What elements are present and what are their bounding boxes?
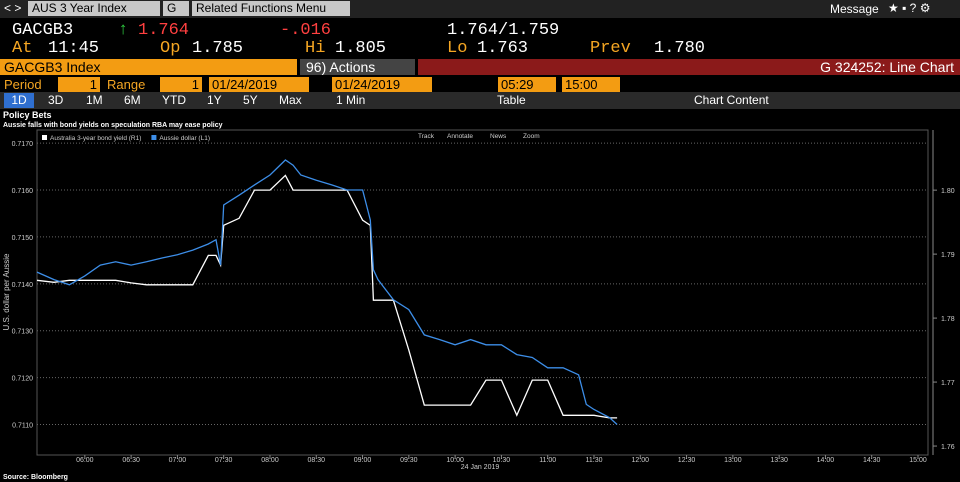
x-tick-label: 12:00	[632, 457, 650, 464]
y2-tick-label: 1.76	[941, 444, 955, 451]
x-tick-label: 13:00	[724, 457, 742, 464]
message[interactable]: Message	[830, 2, 879, 16]
button[interactable]: 6M	[124, 93, 141, 107]
chart-tool: Track	[418, 133, 435, 140]
y2-tick-label: 1.78	[941, 316, 955, 323]
x-tick-label: 15:00	[909, 457, 927, 464]
x-axis-label: 24 Jan 2019	[461, 464, 500, 471]
button[interactable]: 1D	[4, 93, 34, 108]
period-label: Period	[4, 77, 42, 92]
button[interactable]: 1M	[86, 93, 103, 107]
x-tick-label: 07:00	[169, 457, 187, 464]
button[interactable]: 1 Min	[336, 93, 366, 107]
security-field[interactable]: AUS 3 Year Index	[28, 1, 160, 16]
y2-tick-label: 1.79	[941, 252, 955, 259]
chart-tool: News	[490, 133, 507, 140]
button[interactable]: 5Y	[243, 93, 258, 107]
legend-swatch	[151, 135, 157, 140]
change: -.016	[280, 21, 332, 40]
low-label: Lo	[447, 39, 468, 58]
x-tick-label: 11:30	[585, 457, 602, 464]
prev: 1.780	[654, 39, 706, 58]
x-tick-label: 06:00	[76, 457, 94, 464]
y-tick-label: 0.7160	[12, 188, 34, 195]
x-tick-label: 07:30	[215, 457, 233, 464]
prev-label: Prev	[590, 39, 631, 58]
bid-ask: 1.764/1.759	[447, 21, 560, 40]
high: 1.805	[335, 39, 387, 58]
x-tick-label: 08:30	[308, 457, 326, 464]
chart-title: Policy Bets	[3, 110, 52, 120]
button[interactable]: Max	[279, 93, 302, 107]
source-field[interactable]: G	[163, 1, 189, 16]
last: 1.764	[138, 21, 190, 40]
high-label: Hi	[305, 39, 326, 58]
x-tick-label: 06:30	[122, 457, 140, 464]
button[interactable]: YTD	[162, 93, 186, 107]
y2-tick-label: 1.80	[941, 188, 955, 195]
chart-tool: Annotate	[447, 133, 473, 140]
y-tick-label: 0.7140	[12, 282, 34, 289]
y2-tick-label: 1.77	[941, 380, 955, 387]
series-line	[36, 174, 618, 419]
at: 11:45	[48, 39, 100, 58]
y-axis-label: U.S. dollar per Aussie	[2, 253, 11, 330]
x-tick-label: 14:00	[817, 457, 835, 464]
end-time[interactable]: 15:00	[562, 77, 620, 92]
y-tick-label: 0.7130	[12, 329, 34, 336]
range[interactable]: 1	[160, 77, 202, 92]
x-tick-label: 14:30	[863, 457, 881, 464]
y-tick-label: 0.7120	[12, 376, 34, 383]
actions[interactable]: 96) Actions	[300, 59, 415, 75]
low: 1.763	[477, 39, 529, 58]
period[interactable]: 1	[58, 77, 100, 92]
button[interactable]: 1Y	[207, 93, 222, 107]
button[interactable]: Table	[497, 93, 526, 107]
range-label: Range	[107, 77, 146, 92]
nav-arrows[interactable]: < >	[4, 1, 22, 15]
button-bar	[0, 92, 960, 109]
up-arrow: ↑	[118, 21, 129, 40]
series-line	[36, 159, 618, 425]
x-tick-label: 11:00	[539, 457, 556, 464]
y-tick-label: 0.7110	[12, 423, 33, 430]
chart-tool: Zoom	[523, 133, 540, 140]
y-tick-label: 0.7150	[12, 235, 34, 242]
x-tick-label: 09:00	[354, 457, 372, 464]
end-date[interactable]: 01/24/2019	[332, 77, 432, 92]
legend-swatch	[42, 135, 47, 140]
button[interactable]: 3D	[48, 93, 64, 107]
legend-label: Aussie dollar (L1)	[159, 135, 210, 142]
at-label: At	[12, 39, 33, 58]
x-tick-label: 13:30	[770, 457, 788, 464]
legend-label: Australia 3-year bond yield (R1)	[50, 135, 141, 142]
y-tick-label: 0.7170	[12, 141, 34, 148]
x-tick-label: 08:00	[261, 457, 279, 464]
open-label: Op	[160, 39, 181, 58]
icons[interactable]: ★ ▪ ? ⚙	[888, 1, 931, 15]
x-tick-label: 12:30	[678, 457, 696, 464]
start-time[interactable]: 05:29	[498, 77, 556, 92]
chart-subtitle: Aussie falls with bond yields on specula…	[3, 122, 223, 129]
x-tick-label: 10:30	[493, 457, 511, 464]
function-title: G 324252: Line Chart	[418, 59, 960, 75]
ticker: GACGB3	[12, 21, 74, 40]
open: 1.785	[192, 39, 244, 58]
x-tick-label: 09:30	[400, 457, 418, 464]
menu-field[interactable]: Related Functions Menu	[192, 1, 350, 16]
header-security: GACGB3 Index	[0, 59, 297, 75]
button[interactable]: Chart Content	[694, 93, 769, 107]
source: Source: Bloomberg	[3, 474, 68, 481]
x-tick-label: 10:00	[446, 457, 464, 464]
start-date[interactable]: 01/24/2019	[209, 77, 309, 92]
plot-area	[36, 129, 929, 456]
